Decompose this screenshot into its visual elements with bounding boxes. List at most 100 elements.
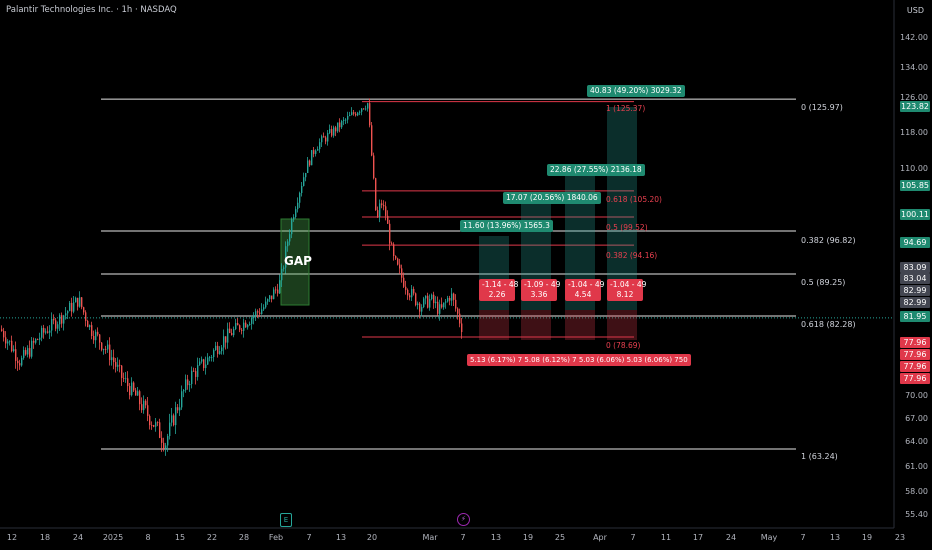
candle-body: [59, 315, 61, 325]
measure-tag-red[interactable]: -1.04 - 49 8.12: [607, 279, 646, 301]
candle-body: [111, 357, 113, 361]
candle-body: [313, 150, 315, 154]
candle-body: [219, 351, 221, 354]
candle-body: [129, 386, 131, 396]
candle-body: [227, 328, 229, 343]
candle-body: [393, 244, 395, 256]
candle-body: [351, 112, 353, 115]
date-tick: Apr: [593, 533, 607, 542]
price-tick: 142.00: [900, 33, 928, 42]
price-box: 77.96: [900, 361, 930, 372]
date-tick: 13: [335, 533, 347, 542]
candle-body: [91, 325, 93, 336]
measure-tag-red[interactable]: -1.09 - 49 3.36: [521, 279, 560, 301]
price-tick: 70.00: [905, 391, 928, 400]
candle-body: [239, 325, 241, 330]
measure-tag[interactable]: 11.60 (13.96%) 1565.3: [460, 220, 553, 232]
candle-body: [41, 327, 43, 338]
lightning-icon[interactable]: ⚡: [457, 513, 470, 526]
date-tick: 11: [660, 533, 672, 542]
candle-body: [367, 103, 369, 109]
candle-body: [165, 445, 167, 449]
candle-body: [115, 362, 117, 367]
candle-body: [267, 299, 269, 302]
candle-body: [5, 337, 7, 344]
candle-body: [317, 149, 319, 151]
measure-tag-red[interactable]: -1.04 - 49 4.54: [565, 279, 604, 301]
candle-body: [143, 400, 145, 411]
candle-body: [211, 357, 213, 358]
measure-tag-red[interactable]: -1.14 - 48 2.26: [479, 279, 518, 301]
candle-body: [395, 255, 397, 259]
candle-body: [47, 331, 49, 333]
candle-body: [81, 297, 83, 308]
candle-body: [21, 357, 23, 366]
candle-body: [99, 334, 101, 343]
candle-body: [319, 142, 321, 150]
candle-body: [253, 315, 255, 319]
bottom-measure-tag[interactable]: 5.13 (6.17%) 7 5.08 (6.12%) 7 5.03 (6.06…: [467, 354, 691, 366]
candle-body: [39, 337, 41, 340]
price-tick: 118.00: [900, 128, 928, 137]
candle-body: [139, 391, 141, 405]
candle-body: [45, 331, 47, 333]
candle-body: [421, 307, 423, 312]
candle-body: [89, 325, 91, 328]
fib-red-label: 0 (78.69): [606, 341, 641, 350]
candle-body: [329, 129, 331, 133]
candle-body: [53, 318, 55, 321]
earnings-icon[interactable]: E: [280, 513, 292, 527]
price-tick: 64.00: [905, 437, 928, 446]
candle-body: [35, 339, 37, 343]
candle-body: [345, 119, 347, 121]
candle-body: [75, 297, 77, 303]
candle-body: [263, 307, 265, 310]
candle-body: [77, 297, 79, 307]
candle-body: [103, 348, 105, 350]
date-tick: 7: [800, 533, 806, 542]
measure-tag[interactable]: 40.83 (49.20%) 3029.32: [587, 85, 685, 97]
symbol-title[interactable]: Palantir Technologies Inc. · 1h · NASDAQ: [6, 5, 177, 15]
candle-body: [95, 331, 97, 341]
candle-body: [187, 379, 189, 386]
date-tick: 17: [692, 533, 704, 542]
fib-level-label: 0.382 (96.82): [801, 236, 856, 245]
price-box: 100.11: [900, 209, 930, 220]
candle-body: [167, 436, 169, 446]
candle-body: [231, 333, 233, 336]
candle-body: [431, 294, 433, 300]
candle-body: [109, 344, 111, 361]
candle-body: [441, 304, 443, 308]
measure-tag[interactable]: 17.07 (20.56%) 1840.06: [503, 192, 601, 204]
candle-body: [151, 425, 153, 426]
date-tick: Feb: [268, 533, 284, 542]
candle-body: [347, 115, 349, 120]
candle-body: [447, 298, 449, 302]
candle-body: [457, 308, 459, 314]
candle-body: [375, 178, 377, 211]
candle-body: [383, 205, 385, 207]
candle-body: [241, 329, 243, 331]
measure-tag[interactable]: 22.86 (27.55%) 2136.18: [547, 164, 645, 176]
candle-body: [69, 302, 71, 312]
candle-body: [331, 129, 333, 136]
candle-body: [293, 217, 295, 220]
price-tick: 55.40: [905, 510, 928, 519]
price-tick: 110.00: [900, 164, 928, 173]
candle-body: [299, 192, 301, 203]
candle-body: [435, 301, 437, 304]
candle-body: [85, 312, 87, 321]
current-price-box: 81.95: [900, 311, 930, 322]
fib-red-label: 0.5 (99.52): [606, 223, 648, 232]
candle-body: [443, 302, 445, 308]
candle-body: [11, 340, 13, 352]
currency-label[interactable]: USD: [906, 6, 924, 15]
candle-body: [255, 311, 257, 316]
candle-body: [439, 304, 441, 314]
stop-zone-red: [479, 310, 509, 340]
candle-body: [281, 268, 283, 281]
candle-body: [235, 323, 237, 330]
candle-body: [93, 335, 95, 341]
date-tick: 23: [894, 533, 906, 542]
